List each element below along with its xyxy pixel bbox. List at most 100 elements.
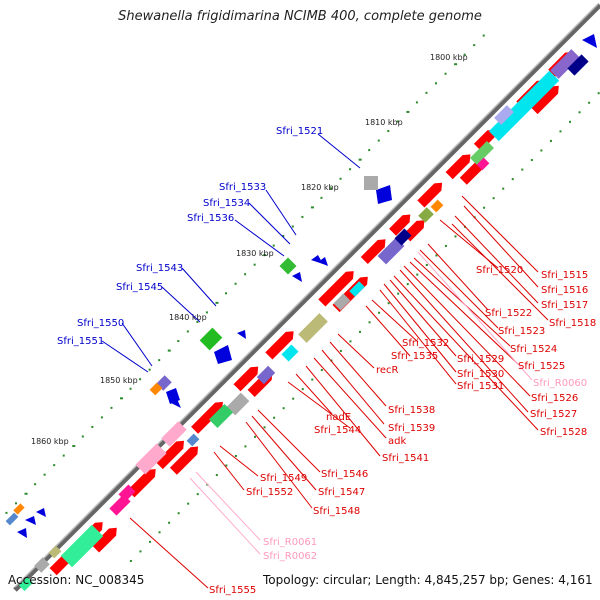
gene-label[interactable]: Sfri_R0060 — [533, 378, 587, 389]
feature-block[interactable] — [333, 293, 351, 311]
feature-block[interactable] — [430, 199, 444, 213]
gene-box[interactable] — [5, 512, 19, 526]
feature-block[interactable] — [34, 557, 50, 573]
gene-label[interactable]: Sfri_1524 — [510, 344, 557, 355]
feature-block[interactable] — [476, 157, 490, 171]
gene-label[interactable]: Sfri_1530 — [457, 369, 504, 380]
tick-mark — [225, 292, 228, 295]
gene-label[interactable]: Sfri_1550 — [77, 318, 124, 329]
gene-label[interactable]: Sfri_1529 — [457, 354, 504, 365]
feature-block[interactable] — [256, 365, 276, 385]
gene-label[interactable]: Sfri_1539 — [388, 423, 435, 434]
gene-label[interactable]: Sfri_1527 — [530, 409, 577, 420]
gene-label[interactable]: Sfri_1526 — [531, 393, 578, 404]
gene-arrow[interactable] — [155, 440, 184, 470]
gene-label[interactable]: Sfri_R0061 — [263, 537, 317, 548]
gene-label[interactable]: Sfri_1536 — [187, 213, 234, 224]
gene-arrow[interactable] — [445, 154, 471, 180]
gene-arrow[interactable] — [360, 239, 386, 264]
gene-label[interactable]: Sfri_1545 — [116, 282, 163, 293]
gene-label[interactable]: Sfri_1531 — [457, 381, 504, 392]
gene-label[interactable]: Sfri_1532 — [402, 338, 449, 349]
gene-label[interactable]: nadE — [326, 412, 351, 423]
gene-arrow[interactable] — [17, 528, 27, 538]
feature-block[interactable] — [18, 576, 34, 592]
feature-block[interactable] — [226, 392, 250, 416]
gene-label[interactable]: Sfri_1522 — [485, 308, 532, 319]
gene-label[interactable]: Sfri_1538 — [388, 405, 435, 416]
gene-arrow[interactable] — [389, 214, 411, 236]
gene-arrow[interactable] — [191, 401, 223, 434]
gene-label[interactable]: Sfri_1521 — [276, 126, 323, 137]
gene-arrow[interactable] — [127, 469, 156, 498]
gene-arrow[interactable] — [169, 446, 199, 475]
gene-label[interactable]: recR — [376, 365, 399, 376]
feature-block[interactable] — [516, 70, 560, 114]
gene-label[interactable]: Sfri_1525 — [518, 361, 565, 372]
gene-label[interactable]: Sfri_1548 — [313, 506, 360, 517]
gene-label[interactable]: Sfri_1515 — [541, 270, 588, 281]
gene-label[interactable]: Sfri_R0062 — [263, 551, 317, 562]
feature-block[interactable] — [469, 140, 495, 166]
gene-arrow[interactable] — [473, 129, 496, 151]
gene-box[interactable] — [279, 257, 297, 275]
tick-mark — [5, 511, 8, 514]
tick-mark — [377, 139, 380, 142]
gene-arrow[interactable] — [417, 182, 443, 208]
feature-block[interactable] — [208, 403, 234, 429]
gene-label[interactable]: Sfri_1523 — [498, 326, 545, 337]
gene-arrow[interactable] — [237, 330, 246, 339]
gene-arrow[interactable] — [233, 366, 259, 392]
gene-label[interactable]: Sfri_1535 — [391, 351, 438, 362]
gene-arrow[interactable] — [36, 508, 46, 517]
gene-arrow[interactable] — [169, 399, 181, 408]
gene-label[interactable]: Sfri_1520 — [476, 265, 523, 276]
feature-block[interactable] — [377, 237, 405, 265]
feature-block[interactable] — [135, 443, 167, 475]
feature-block[interactable] — [60, 524, 104, 568]
gene-label[interactable]: Sfri_1516 — [541, 285, 588, 296]
gene-label[interactable]: Sfri_1528 — [540, 427, 587, 438]
gene-label[interactable]: Sfri_1552 — [246, 487, 293, 498]
feature-block[interactable] — [394, 228, 412, 246]
feature-block[interactable] — [118, 484, 136, 502]
gene-label[interactable]: Sfri_1533 — [219, 182, 266, 193]
gene-arrow[interactable] — [376, 185, 392, 204]
gene-label[interactable]: Sfri_1543 — [136, 263, 183, 274]
gene-arrow[interactable] — [92, 527, 117, 553]
gene-label[interactable]: Sfri_1547 — [318, 487, 365, 498]
gene-box[interactable] — [364, 176, 378, 190]
gene-arrow[interactable] — [318, 257, 328, 266]
gene-label[interactable]: Sfri_1541 — [382, 453, 429, 464]
gene-label[interactable]: Sfri_1551 — [57, 336, 104, 347]
gene-label[interactable]: Sfri_1534 — [203, 198, 250, 209]
gene-box[interactable] — [13, 503, 25, 515]
gene-label[interactable]: Sfri_1555 — [209, 585, 256, 596]
feature-block[interactable] — [488, 102, 528, 142]
gene-label[interactable]: Sfri_1549 — [260, 473, 307, 484]
feature-block[interactable] — [281, 344, 299, 362]
gene-arrow[interactable] — [265, 331, 294, 360]
gene-arrow[interactable] — [25, 516, 36, 525]
gene-box[interactable] — [149, 382, 163, 396]
feature-block[interactable] — [48, 545, 62, 559]
gene-arrow[interactable] — [318, 271, 354, 307]
gene-box[interactable] — [199, 327, 223, 351]
feature-block[interactable] — [186, 433, 200, 447]
gene-label[interactable]: Sfri_1518 — [549, 318, 596, 329]
feature-block[interactable] — [550, 49, 580, 79]
gene-arrow[interactable] — [582, 34, 597, 48]
gene-arrow[interactable] — [214, 345, 232, 364]
gene-label[interactable]: Sfri_1517 — [541, 300, 588, 311]
gene-label[interactable]: adk — [388, 436, 406, 447]
feature-block[interactable] — [567, 54, 589, 76]
feature-block[interactable] — [349, 281, 365, 297]
gene-arrow[interactable] — [292, 272, 302, 282]
gene-arrow[interactable] — [530, 85, 559, 115]
gene-label[interactable]: Sfri_1546 — [321, 469, 368, 480]
feature-block[interactable] — [494, 105, 514, 125]
feature-block[interactable] — [161, 421, 187, 447]
gene-label[interactable]: Sfri_1544 — [314, 425, 361, 436]
feature-block[interactable] — [298, 313, 328, 343]
feature-block[interactable] — [418, 207, 434, 223]
